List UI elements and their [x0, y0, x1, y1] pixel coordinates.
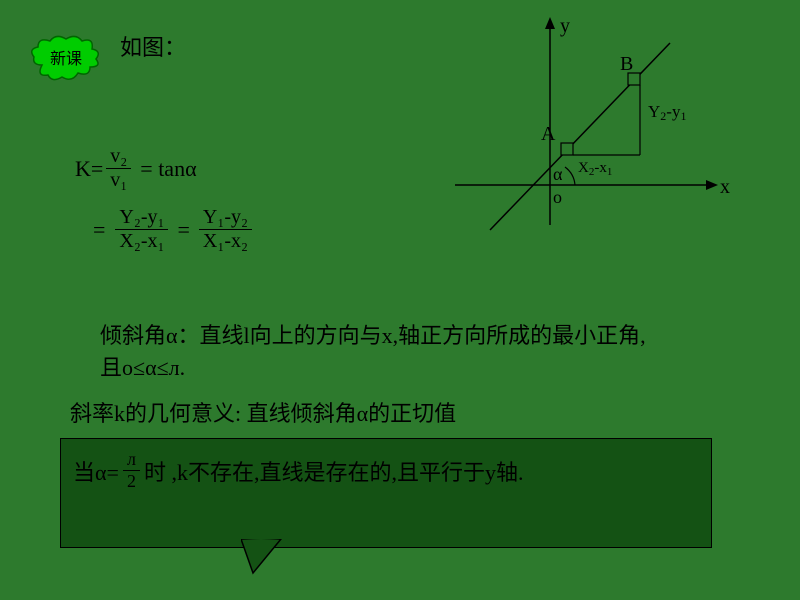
lesson-badge: 新课	[30, 35, 102, 85]
origin-label: o	[553, 187, 562, 207]
dy-label: Y2-y1	[648, 102, 686, 123]
alpha-label: α	[553, 164, 563, 184]
x-axis-label: x	[720, 176, 730, 198]
callout-box: 当α= л 2 时 ,k不存在,直线是存在的,且平行于y轴.	[60, 438, 712, 548]
callout-tail-icon	[241, 539, 301, 579]
formula-K: K=	[75, 156, 103, 182]
frac-1: v₂ v₁	[106, 145, 131, 192]
formula-eq2: =	[93, 217, 105, 243]
formula-tan: = tanα	[140, 156, 196, 182]
y-axis-label: y	[560, 15, 570, 37]
badge-text: 新课	[50, 51, 82, 69]
point-a-label: A	[541, 123, 556, 145]
formula-block: K= v₂ v₁ = tanα = Y₂-y₁ X₂-x₁ = Y₁-y₂ X₁…	[75, 145, 255, 253]
coordinate-diagram: y x o A B α X2-x1 Y2-y1	[445, 15, 735, 240]
intro-label: 如图：	[120, 30, 186, 62]
paragraph-1: 倾斜角α：直线l向上的方向与x,轴正方向所成的最小正角,且o≤α≤л.	[100, 320, 660, 384]
paragraph-2: 斜率k的几何意义: 直线倾斜角α的正切值	[70, 398, 670, 430]
point-b-label: B	[620, 53, 633, 75]
frac-3: Y₁-y₂ X₁-x₂	[199, 206, 252, 253]
formula-eq3: =	[177, 217, 189, 243]
dx-label: X2-x1	[578, 160, 612, 178]
frac-2: Y₂-y₁ X₂-x₁	[115, 206, 168, 253]
callout-text: 当α= л 2 时 ,k不存在,直线是存在的,且平行于y轴.	[73, 449, 523, 492]
